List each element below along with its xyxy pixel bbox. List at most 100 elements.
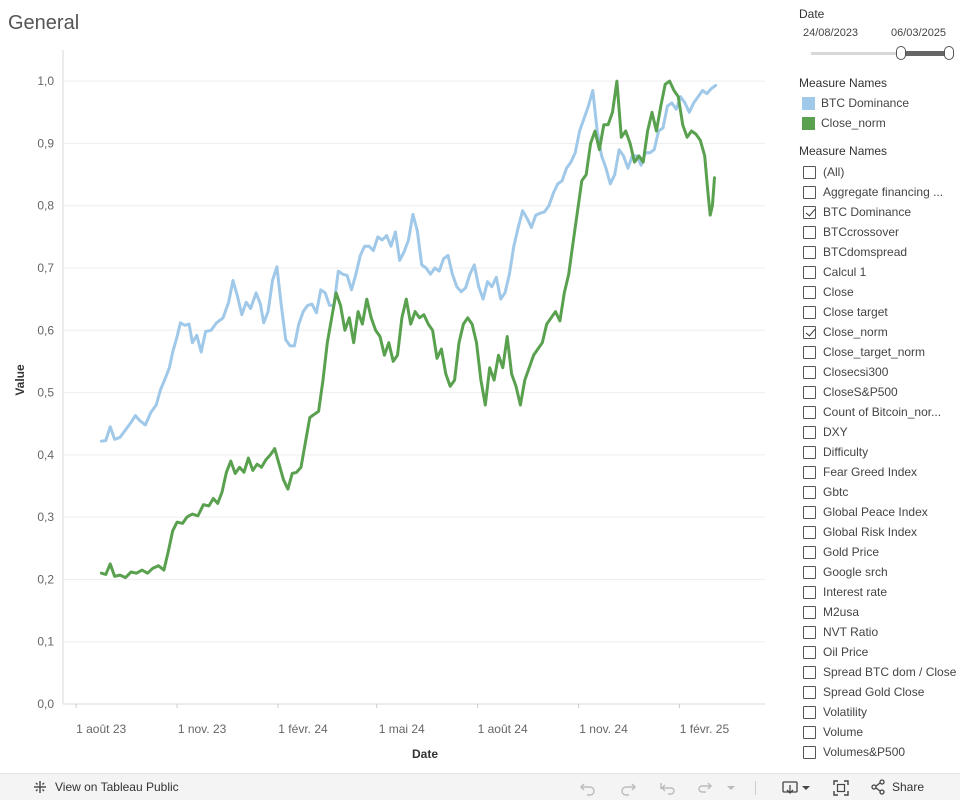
filter-item[interactable]: Gbtc	[803, 482, 960, 502]
filter-item[interactable]: BTCdomspread	[803, 242, 960, 262]
date-slider-track[interactable]	[811, 52, 951, 55]
measure-filter-title: Measure Names	[799, 144, 888, 158]
line-chart[interactable]: 0,0 0,1 0,2 0,3 0,4 0,5 0,6 0,7 0,8 0,9 1,0 1 août…	[0, 40, 790, 770]
checkbox-unchecked[interactable]	[803, 285, 816, 299]
filter-item-label: Interest rate	[823, 585, 888, 599]
checkbox-unchecked[interactable]	[803, 605, 816, 619]
checkbox-unchecked[interactable]	[803, 445, 816, 459]
series-line-btc-dominance[interactable]	[99, 84, 718, 443]
checkbox-unchecked[interactable]	[803, 525, 816, 539]
checkbox-unchecked[interactable]	[803, 685, 816, 699]
checkbox-unchecked[interactable]	[803, 425, 816, 439]
fullscreen-button[interactable]	[830, 779, 852, 797]
checkbox-unchecked[interactable]	[803, 725, 816, 739]
download-button[interactable]	[779, 779, 813, 797]
filter-item[interactable]: Global Peace Index	[803, 502, 960, 522]
checkbox-unchecked[interactable]	[803, 585, 816, 599]
x-tick-label: 1 août 23	[76, 722, 126, 736]
filter-item[interactable]: Close_target_norm	[803, 342, 960, 362]
filter-item[interactable]: Close_norm	[803, 322, 960, 342]
filter-item[interactable]: Calcul 1	[803, 262, 960, 282]
x-tick-label: 1 mai 24	[379, 722, 425, 736]
share-button[interactable]: Share	[870, 779, 924, 795]
date-slider-end-handle[interactable]	[944, 46, 954, 60]
filter-item[interactable]: Volumes&P500	[803, 742, 960, 762]
filter-item[interactable]: Volume	[803, 722, 960, 742]
checkbox-unchecked[interactable]	[803, 385, 816, 399]
undo-button[interactable]	[577, 779, 599, 797]
filter-item[interactable]: Spread Gold Close	[803, 682, 960, 702]
filter-item[interactable]: NVT Ratio	[803, 622, 960, 642]
filter-item-label: (All)	[823, 165, 845, 179]
checkbox-unchecked[interactable]	[803, 465, 816, 479]
date-slider-start-handle[interactable]	[896, 46, 906, 60]
filter-item[interactable]: (All)	[803, 162, 960, 182]
y-axis: 0,0 0,1 0,2 0,3 0,4 0,5 0,6 0,7 0,8 0,9 1,0	[37, 74, 54, 711]
series-line-close-norm[interactable]	[99, 79, 716, 580]
checkbox-unchecked[interactable]	[803, 645, 816, 659]
y-axis-title: Value	[13, 364, 27, 396]
toolbar-divider	[755, 781, 756, 795]
filter-item[interactable]: CloseS&P500	[803, 382, 960, 402]
legend-label: BTC Dominance	[821, 96, 910, 110]
checkbox-unchecked[interactable]	[803, 545, 816, 559]
checkbox-unchecked[interactable]	[803, 225, 816, 239]
checkbox-unchecked[interactable]	[803, 745, 816, 759]
filter-item[interactable]: Global Risk Index	[803, 522, 960, 542]
filter-item[interactable]: Close	[803, 282, 960, 302]
filter-item[interactable]: Closecsi300	[803, 362, 960, 382]
filter-item[interactable]: M2usa	[803, 602, 960, 622]
download-icon	[782, 781, 810, 794]
filter-item[interactable]: Oil Price	[803, 642, 960, 662]
date-start-value[interactable]: 24/08/2023	[803, 27, 859, 39]
refresh-button[interactable]	[694, 779, 716, 797]
refresh-menu-button[interactable]	[720, 779, 742, 797]
filter-item[interactable]: Google srch	[803, 562, 960, 582]
filter-item-label: Spread Gold Close	[823, 685, 925, 699]
legend-title: Measure Names	[799, 76, 888, 90]
filter-item[interactable]: BTC Dominance	[803, 202, 960, 222]
checkbox-unchecked[interactable]	[803, 665, 816, 679]
redo-button[interactable]	[617, 779, 639, 797]
checkbox-unchecked[interactable]	[803, 185, 816, 199]
checkbox-unchecked[interactable]	[803, 265, 816, 279]
filter-item-label: Count of Bitcoin_nor...	[823, 405, 942, 419]
filter-item[interactable]: Spread BTC dom / Close	[803, 662, 960, 682]
y-tick-label: 0,9	[37, 136, 54, 150]
view-on-tableau-public-link[interactable]: View on Tableau Public	[32, 779, 179, 795]
filter-item[interactable]: Gold Price	[803, 542, 960, 562]
filter-item[interactable]: Close target	[803, 302, 960, 322]
filter-item[interactable]: BTCcrossover	[803, 222, 960, 242]
filter-item[interactable]: DXY	[803, 422, 960, 442]
checkbox-unchecked[interactable]	[803, 365, 816, 379]
checkbox-unchecked[interactable]	[803, 705, 816, 719]
checkbox-unchecked[interactable]	[803, 305, 816, 319]
filter-item[interactable]: Interest rate	[803, 582, 960, 602]
filter-item[interactable]: Fear Greed Index	[803, 462, 960, 482]
filter-item[interactable]: Aggregate financing ...	[803, 182, 960, 202]
checkbox-checked[interactable]	[803, 205, 816, 219]
series-lines[interactable]	[99, 79, 718, 580]
checkbox-unchecked[interactable]	[803, 245, 816, 259]
checkbox-unchecked[interactable]	[803, 345, 816, 359]
date-end-value[interactable]: 06/03/2025	[891, 27, 947, 39]
filter-item-label: Google srch	[823, 565, 888, 579]
checkbox-unchecked[interactable]	[803, 165, 816, 179]
checkbox-unchecked[interactable]	[803, 405, 816, 419]
checkbox-unchecked[interactable]	[803, 505, 816, 519]
filter-item[interactable]: Count of Bitcoin_nor...	[803, 402, 960, 422]
checkbox-checked[interactable]	[803, 325, 816, 339]
share-icon	[871, 779, 885, 795]
checkbox-unchecked[interactable]	[803, 565, 816, 579]
filter-item[interactable]: Difficulty	[803, 442, 960, 462]
y-tick-label: 1,0	[37, 74, 54, 88]
revert-button[interactable]	[657, 779, 679, 797]
tableau-toolbar: View on Tableau Public	[0, 773, 960, 800]
legend-item-btc-dominance[interactable]: BTC Dominance	[802, 95, 909, 111]
checkbox-unchecked[interactable]	[803, 485, 816, 499]
checkbox-unchecked[interactable]	[803, 625, 816, 639]
x-axis-title: Date	[412, 747, 438, 761]
filter-item[interactable]: Volatility	[803, 702, 960, 722]
legend-item-close-norm[interactable]: Close_norm	[802, 115, 886, 131]
